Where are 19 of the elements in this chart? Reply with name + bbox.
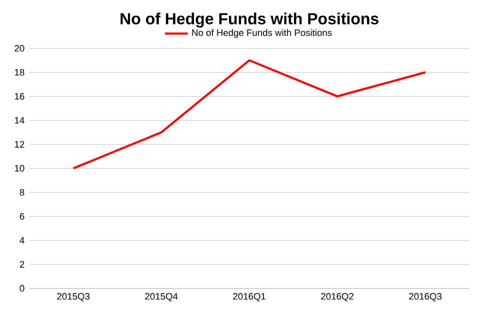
legend-label: No of Hedge Funds with Positions: [192, 29, 332, 38]
y-tick-label: 8: [20, 189, 24, 196]
x-tick-label: 2016Q3: [409, 293, 442, 302]
y-tick-label: 16: [14, 93, 24, 100]
y-tick-label: 2: [20, 261, 24, 268]
y-tick-label: 12: [14, 141, 24, 148]
chart-title: No of Hedge Funds with Positions: [120, 12, 378, 28]
line-series: [72, 59, 426, 170]
x-tick-label: 2015Q3: [57, 293, 90, 302]
y-tick-label: 20: [14, 45, 24, 52]
y-tick-label: 4: [20, 237, 24, 244]
y-tick-label: 18: [14, 69, 24, 76]
x-tick-label: 2016Q2: [321, 293, 354, 302]
y-tick-label: 10: [14, 165, 24, 172]
y-tick-label: 6: [20, 213, 24, 220]
y-tick-label: 14: [14, 117, 24, 124]
y-tick-label: 0: [20, 285, 24, 292]
x-tick-label: 2015Q4: [145, 293, 178, 302]
x-tick-label: 2016Q1: [233, 293, 266, 302]
